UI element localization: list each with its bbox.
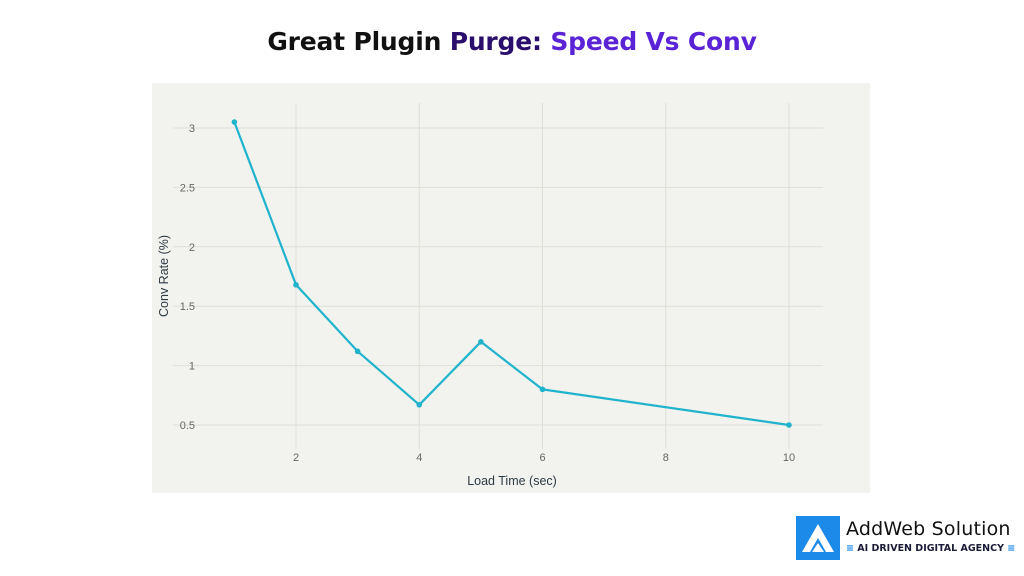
y-tick-label: 0.5 [180,420,195,432]
series-line [233,121,790,427]
x-tick-label: 6 [539,452,545,464]
y-tick-label: 2.5 [180,182,195,194]
tagline-right-glyph: ≡ [1007,543,1016,554]
y-tick-label: 1.5 [180,301,195,313]
data-point-marker [786,422,792,428]
x-tick-label: 2 [293,452,299,464]
x-tick-label: 8 [663,452,669,464]
line-chart: 0.5 1 1.5 2 2.5 3 2 4 6 8 10 Load Time (sec) Conv Ra… [157,103,823,488]
addweb-a-logo-icon [796,516,840,560]
brand-tagline: ≡ AI DRIVEN DIGITAL AGENCY ≡ [846,543,1015,554]
data-point-marker [478,339,484,345]
y-tick-label: 2 [189,242,195,254]
data-point-marker [354,348,361,355]
brand-name: AddWeb Solution [846,518,1011,540]
title-part-2: Purge: [449,27,551,56]
tagline-left-glyph: ≡ [846,543,854,554]
x-tick-label: 4 [416,452,422,464]
x-tick-label: 10 [783,452,795,464]
data-point-marker [293,282,299,288]
x-axis-label: Load Time (sec) [467,474,557,488]
y-axis-label: Conv Rate (%) [157,235,171,317]
brand-logo: AddWeb Solution ≡ AI DRIVEN DIGITAL AGEN… [796,516,1015,562]
data-point-marker [231,119,238,125]
y-tick-label: 3 [189,123,195,135]
data-point-marker [416,402,423,408]
y-tick-label: 1 [189,361,195,373]
chart-panel: 0.5 1 1.5 2 2.5 3 2 4 6 8 10 Load Time (sec) Conv Ra… [152,83,870,493]
chart-title: Great Plugin Purge: Speed Vs Conv [0,27,1024,56]
title-part-3: Speed Vs Conv [550,27,757,56]
data-point-marker [539,386,546,393]
title-part-1: Great Plugin [267,27,450,56]
tagline-text: AI DRIVEN DIGITAL AGENCY [857,543,1004,554]
